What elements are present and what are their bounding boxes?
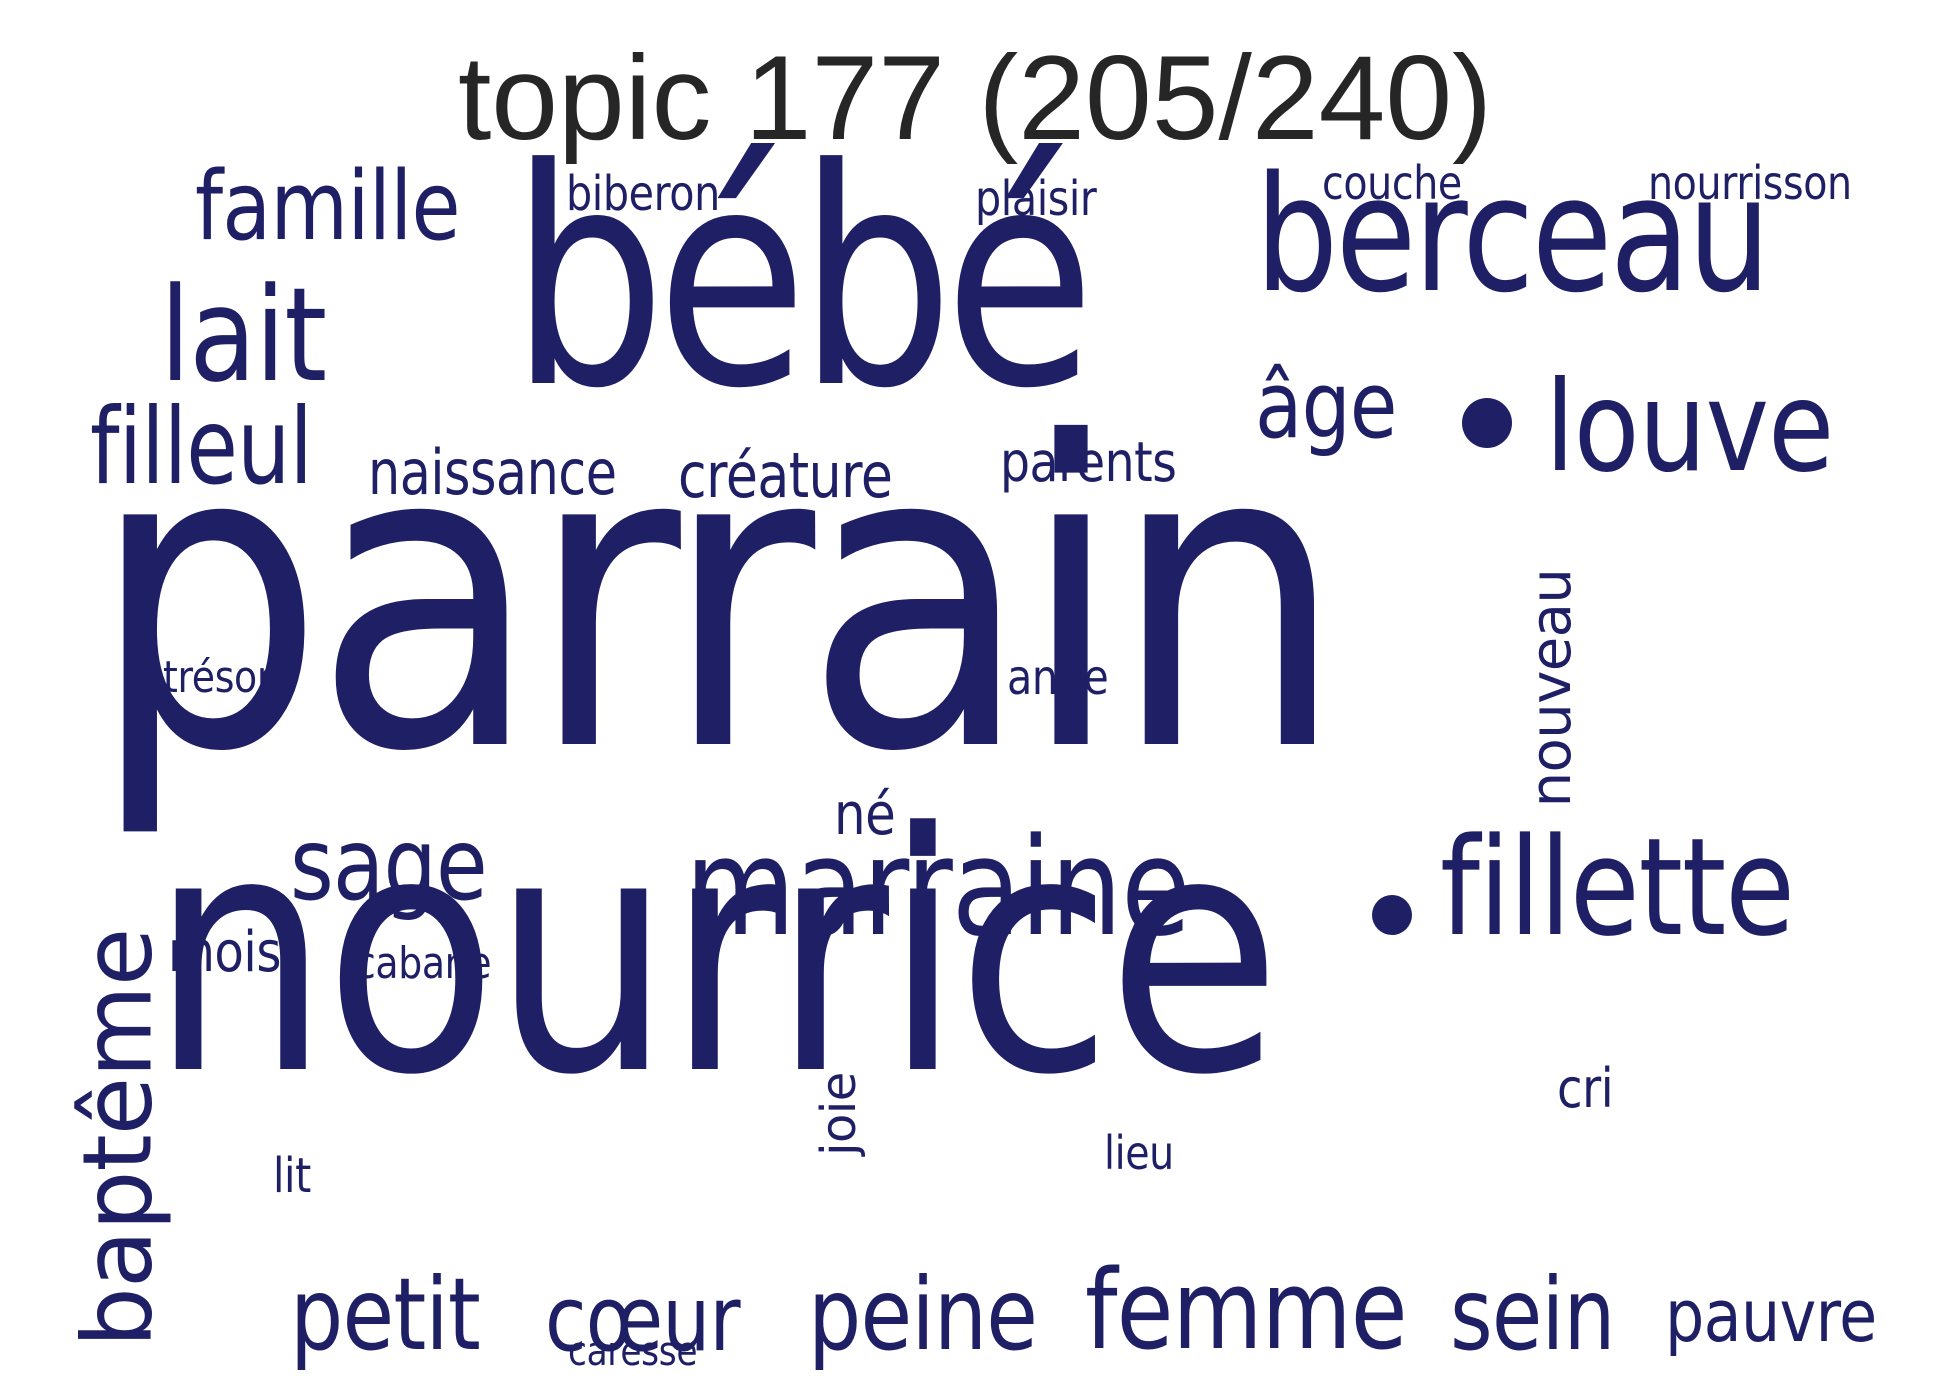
word-ange: ange [1007, 650, 1109, 706]
word-fillette: fillette [1440, 809, 1795, 966]
louve-dot-mark [1462, 398, 1512, 448]
word-parents: parents [1000, 430, 1177, 494]
word-nourrisson: nourrisson [1648, 156, 1852, 210]
word-caresse: caresse [568, 1329, 698, 1375]
word-cabane: cabane [355, 938, 492, 989]
word-louve: louve [1545, 355, 1834, 500]
word-joie: joie [811, 1072, 867, 1156]
word-mois: mois [168, 920, 281, 985]
word-coeur: cœur [545, 1267, 741, 1372]
word-nourrice: nourrice [150, 763, 1282, 1147]
word-peine: peine [808, 1256, 1038, 1373]
word-couche: couche [1322, 156, 1462, 210]
word-tresor: trésor [163, 652, 273, 703]
word-creature: créature [678, 439, 893, 512]
word-parrain: parrain [90, 355, 1345, 844]
word-lait: lait [160, 259, 327, 411]
word-pauvre: pauvre [1665, 1274, 1877, 1358]
word-nouveau: nouveau [1519, 568, 1584, 808]
word-marraine: marraine [685, 809, 1191, 966]
chart-title: topic 177 (205/240) [457, 31, 1493, 165]
word-filleul: filleul [90, 386, 313, 508]
word-cri: cri [1557, 1057, 1614, 1120]
word-berceau: berceau [1255, 141, 1771, 328]
word-biberon: biberon [566, 166, 720, 222]
word-plaisir: plaisir [975, 171, 1097, 227]
word-age: âge [1255, 352, 1397, 459]
word-petit: petit [290, 1256, 481, 1373]
word-lit: lit [273, 1148, 311, 1204]
word-sein: sein [1450, 1256, 1615, 1373]
word-bebe: bébé [510, 105, 1095, 454]
word-naissance: naissance [368, 436, 617, 509]
word-famille: famille [195, 152, 461, 262]
word-sage: sage [290, 806, 488, 923]
word-bapteme: baptême [63, 928, 174, 1348]
word-femme: femme [1085, 1246, 1408, 1374]
word-lieu: lieu [1104, 1126, 1174, 1180]
fillette-dot-mark [1372, 895, 1412, 935]
word-ne: né [834, 780, 896, 848]
